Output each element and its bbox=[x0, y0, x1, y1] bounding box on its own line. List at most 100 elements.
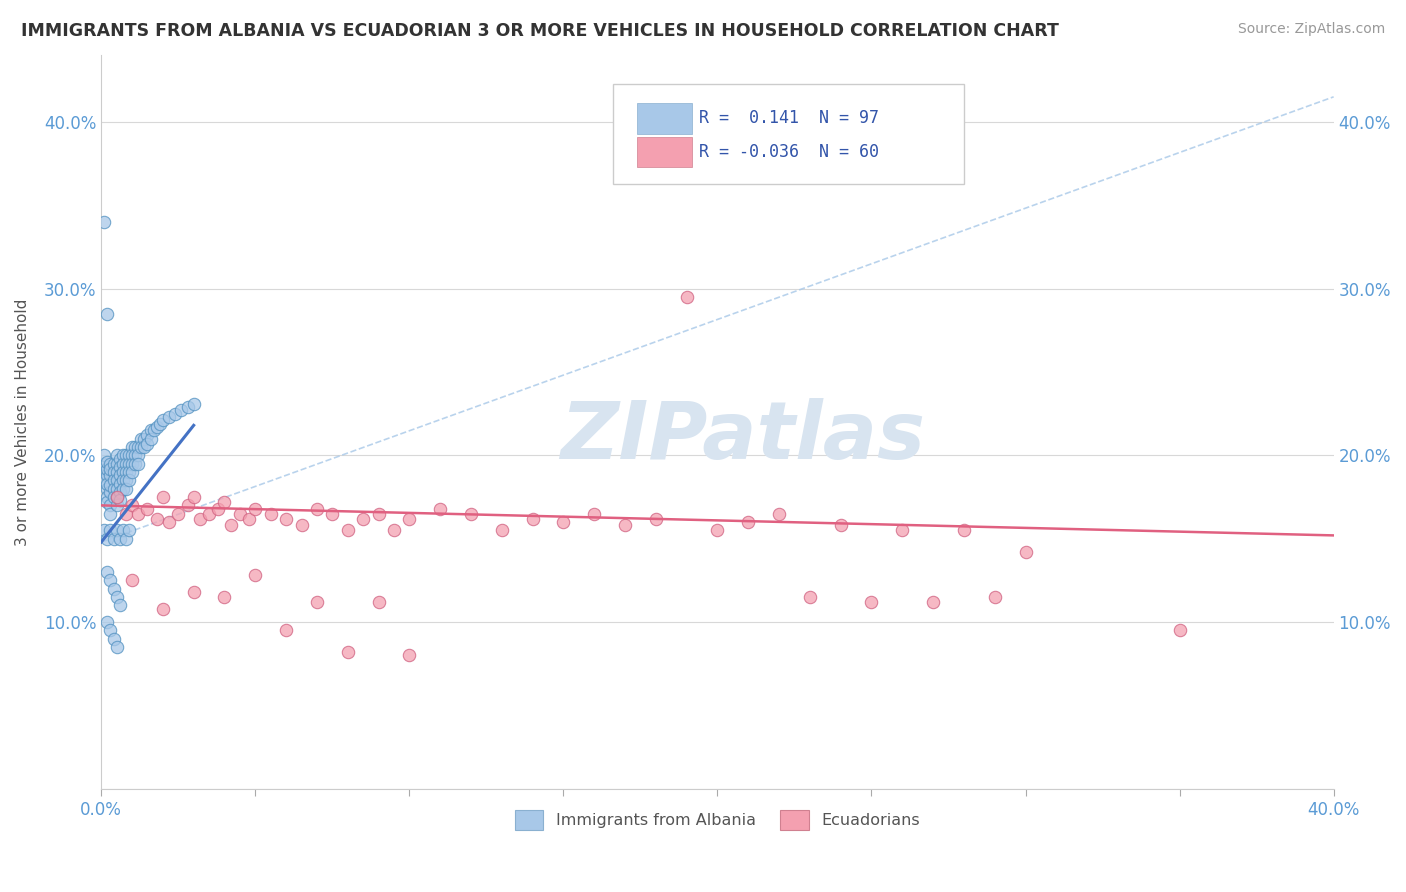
Point bbox=[321, 507, 343, 521]
Text: R =  0.141  N = 97: R = 0.141 N = 97 bbox=[699, 109, 879, 128]
Point bbox=[139, 432, 162, 446]
Point bbox=[922, 595, 945, 609]
Point bbox=[105, 457, 128, 471]
Point bbox=[100, 507, 122, 521]
Point bbox=[245, 568, 267, 582]
Point bbox=[183, 585, 205, 599]
Point bbox=[100, 574, 122, 588]
Point bbox=[238, 512, 260, 526]
Point bbox=[105, 490, 128, 504]
Point bbox=[96, 615, 118, 629]
Point bbox=[105, 465, 128, 479]
Point bbox=[1014, 545, 1036, 559]
Point bbox=[93, 524, 115, 538]
Point bbox=[170, 403, 193, 417]
Point bbox=[100, 524, 122, 538]
Point bbox=[382, 524, 405, 538]
Point bbox=[429, 501, 451, 516]
Point bbox=[118, 448, 141, 462]
Point bbox=[124, 457, 146, 471]
Point bbox=[111, 457, 134, 471]
Point bbox=[644, 512, 666, 526]
Point bbox=[96, 307, 118, 321]
Point bbox=[111, 465, 134, 479]
Point bbox=[118, 457, 141, 471]
Point bbox=[305, 595, 328, 609]
Point bbox=[121, 574, 143, 588]
Point bbox=[93, 448, 115, 462]
Point bbox=[108, 451, 131, 466]
Point bbox=[134, 432, 156, 446]
Point bbox=[115, 482, 138, 496]
Point bbox=[953, 524, 976, 538]
Point bbox=[121, 465, 143, 479]
Point bbox=[103, 474, 125, 488]
Point bbox=[105, 524, 128, 538]
Point bbox=[129, 432, 152, 446]
Point bbox=[706, 524, 728, 538]
Point bbox=[96, 565, 118, 579]
Point bbox=[176, 400, 198, 414]
Text: Source: ZipAtlas.com: Source: ZipAtlas.com bbox=[1237, 22, 1385, 37]
Point bbox=[124, 440, 146, 454]
Point bbox=[108, 476, 131, 491]
Point bbox=[96, 468, 118, 483]
Y-axis label: 3 or more Vehicles in Household: 3 or more Vehicles in Household bbox=[15, 298, 30, 546]
Point bbox=[799, 590, 821, 604]
Point bbox=[115, 507, 138, 521]
Point bbox=[367, 595, 389, 609]
Point bbox=[188, 512, 211, 526]
Point bbox=[136, 436, 159, 450]
Point bbox=[108, 485, 131, 500]
Point bbox=[830, 518, 852, 533]
Point bbox=[290, 518, 312, 533]
Text: R = -0.036  N = 60: R = -0.036 N = 60 bbox=[699, 143, 879, 161]
Point bbox=[1168, 624, 1191, 638]
Point bbox=[229, 507, 252, 521]
Point bbox=[93, 465, 115, 479]
Point bbox=[336, 645, 359, 659]
FancyBboxPatch shape bbox=[637, 103, 692, 134]
Point bbox=[108, 599, 131, 613]
Point bbox=[274, 624, 297, 638]
Point bbox=[127, 457, 149, 471]
Point bbox=[96, 461, 118, 475]
Point bbox=[100, 457, 122, 471]
Point bbox=[583, 507, 606, 521]
Point bbox=[139, 423, 162, 437]
Text: IMMIGRANTS FROM ALBANIA VS ECUADORIAN 3 OR MORE VEHICLES IN HOUSEHOLD CORRELATIO: IMMIGRANTS FROM ALBANIA VS ECUADORIAN 3 … bbox=[21, 22, 1059, 40]
Point bbox=[105, 482, 128, 496]
Point bbox=[152, 490, 174, 504]
Point bbox=[121, 440, 143, 454]
Point bbox=[522, 512, 544, 526]
Point bbox=[614, 518, 637, 533]
Point bbox=[260, 507, 283, 521]
Point bbox=[491, 524, 513, 538]
Point bbox=[121, 457, 143, 471]
Point bbox=[398, 648, 420, 663]
Point bbox=[134, 440, 156, 454]
Point bbox=[129, 440, 152, 454]
Point bbox=[108, 460, 131, 475]
Point bbox=[96, 490, 118, 504]
Point bbox=[768, 507, 790, 521]
Point bbox=[108, 468, 131, 483]
Point bbox=[145, 420, 167, 434]
Point bbox=[553, 515, 575, 529]
Point bbox=[115, 448, 138, 462]
Point bbox=[367, 507, 389, 521]
Point bbox=[176, 499, 198, 513]
Point bbox=[121, 448, 143, 462]
Point bbox=[93, 457, 115, 471]
Point bbox=[115, 457, 138, 471]
Point bbox=[127, 507, 149, 521]
Point bbox=[100, 499, 122, 513]
Point bbox=[105, 640, 128, 654]
Point bbox=[136, 428, 159, 442]
Point bbox=[165, 407, 187, 421]
Point bbox=[675, 290, 697, 304]
Point bbox=[103, 457, 125, 471]
Point bbox=[111, 482, 134, 496]
Point bbox=[108, 532, 131, 546]
Point bbox=[136, 501, 159, 516]
